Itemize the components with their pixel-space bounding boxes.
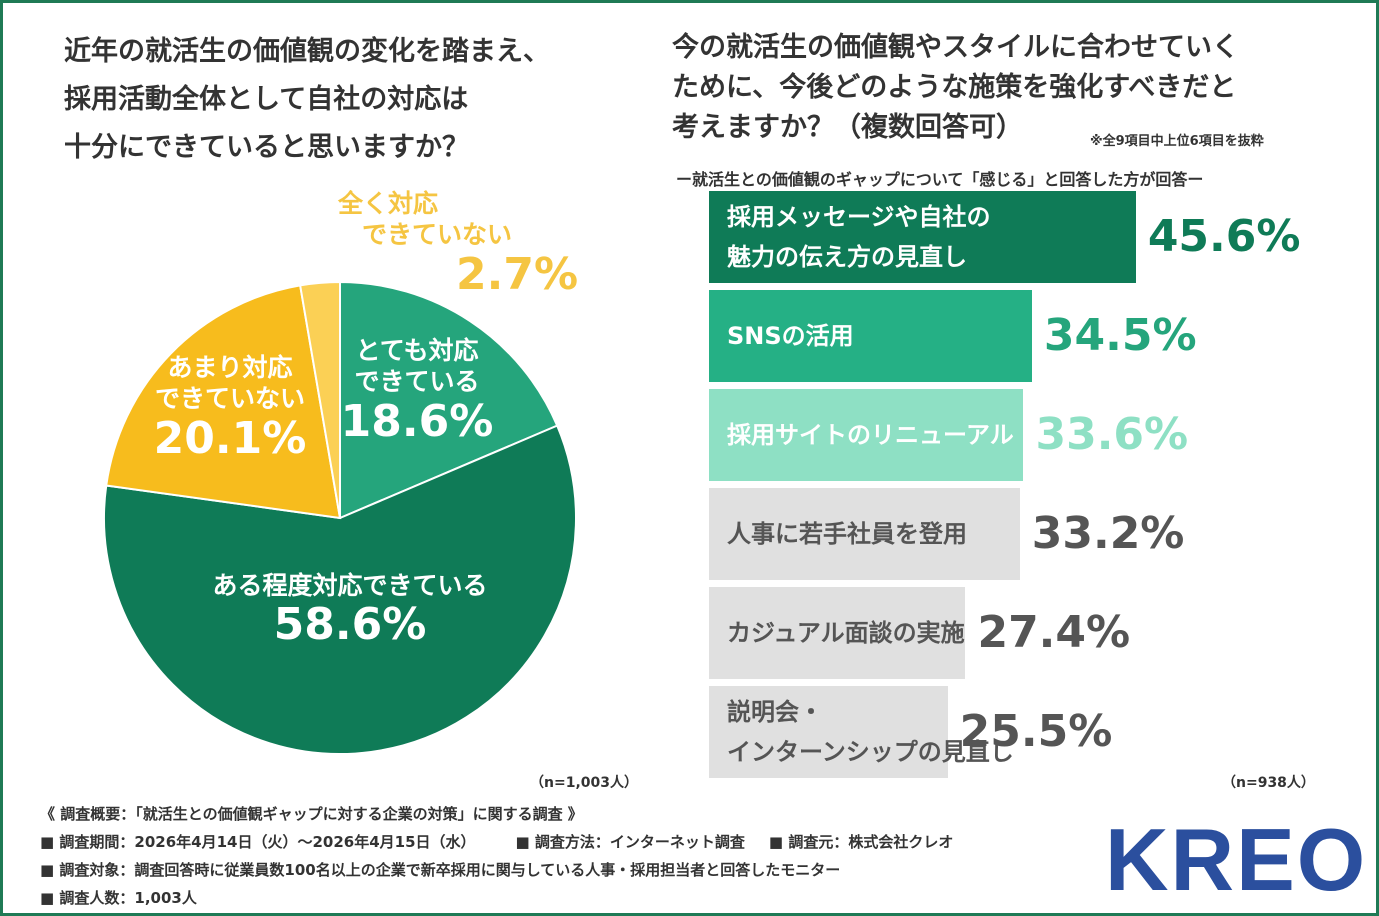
left-question-line: 採用活動全体として自社の対応は: [64, 84, 469, 115]
bar: 人事に若手社員を登用: [709, 488, 1020, 580]
bar-label: 説明会・インターンシップの見直し: [727, 692, 1014, 772]
pie-label: ある程度対応できている 58.6%: [170, 570, 530, 650]
pie-label-text: 全く対応: [338, 189, 439, 218]
bar-label-line: 魅力の伝え方の見直し: [727, 243, 967, 271]
right-question-line: 今の就活生の価値観やスタイルに合わせていく: [672, 32, 1239, 63]
summary-title: 《 調査概要：「就活生との価値観ギャップに対する企業の対策」に関する調査 》: [40, 805, 583, 823]
bar-label: SNSの活用: [727, 316, 854, 356]
pie-label-text: できていない: [154, 384, 305, 414]
pie-value-label: 58.6%: [273, 599, 427, 651]
bar-value-label: 33.6%: [1035, 409, 1189, 460]
bar-value-label: 34.5%: [1043, 310, 1197, 361]
bar: 採用メッセージや自社の 魅力の伝え方の見直し: [709, 191, 1136, 283]
bar: 採用サイトのリニューアル: [709, 389, 1024, 481]
pie-value-label: 2.7%: [456, 248, 579, 300]
summary-period: ■ 調査期間：2026年4月14日（火）〜2026年4月15日（水）: [40, 833, 476, 851]
pie-slice-very: [339, 280, 559, 520]
bar: 説明会・インターンシップの見直し: [709, 686, 1014, 778]
pie-slice-not-at-all: [299, 280, 341, 519]
bar-label-line: カジュアル面談の実施: [727, 619, 965, 647]
pie-label-text: とても対応: [355, 336, 479, 365]
right-question-line: ために、今後どのような施策を強化すべきだと: [672, 72, 1237, 103]
pie-slice-not-much: [105, 284, 342, 520]
pie-label-text: ある程度対応できている: [212, 571, 488, 600]
summary-method: ■ 調査方法：インターネット調査: [515, 833, 745, 851]
pie-label-text: できていない: [362, 220, 513, 250]
bar-label-line: 人事に若手社員を登用: [727, 520, 967, 548]
bar-label-line: インターンシップの見直し: [727, 738, 1014, 766]
bar-sample-size: （n=938人）: [1222, 775, 1315, 791]
bar-label: 採用メッセージや自社の 魅力の伝え方の見直し: [727, 197, 991, 277]
pie-label-text: できている: [354, 367, 480, 397]
bar: SNSの活用: [709, 290, 1032, 382]
right-question: 今の就活生の価値観やスタイルに合わせていく ために、今後どのような施策を強化すべ…: [672, 28, 1352, 148]
pie-chart: [103, 280, 577, 755]
left-question-line: 近年の就活生の価値観の変化を踏まえ、: [64, 36, 550, 67]
pie-label: あまり対応 できていない 20.1%: [130, 352, 330, 463]
summary-source: ■ 調査元：株式会社クレオ: [768, 833, 954, 851]
bar-label: 採用サイトのリニューアル: [727, 415, 1014, 455]
summary-row: ■ 調査期間：2026年4月14日（火）〜2026年4月15日（水） ■ 調査方法…: [40, 828, 953, 856]
summary-count: ■ 調査人数：1,003人: [40, 889, 197, 907]
right-question-line: 考えますか？（複数回答可）: [672, 112, 1023, 143]
bar-label-line: SNSの活用: [727, 322, 854, 350]
pie-value-label: 18.6%: [340, 395, 494, 447]
right-question-subtitle: ー就活生との価値観のギャップについて「感じる」と回答した方が回答ー: [676, 170, 1204, 189]
bar-value-label: 45.6%: [1147, 211, 1301, 262]
left-question-line: 十分にできていると思いますか？: [64, 132, 469, 163]
pie-label-text: あまり対応: [167, 353, 293, 382]
pie-value-label: 20.1%: [153, 412, 307, 464]
bar: カジュアル面談の実施: [709, 587, 966, 679]
bar-value-label: 25.5%: [959, 706, 1113, 757]
right-question-note: ※全9項目中上位6項目を抜粋: [1090, 134, 1264, 149]
left-question: 近年の就活生の価値観の変化を踏まえ、 採用活動全体として自社の対応は 十分にでき…: [64, 28, 624, 172]
pie-slice-somewhat: [103, 424, 577, 755]
summary-target: ■ 調査対象：調査回答時に従業員数100名以上の企業で新卒採用に関与している人事…: [40, 861, 841, 879]
bar-label-line: 採用メッセージや自社の: [727, 203, 991, 231]
survey-summary: 《 調査概要：「就活生との価値観ギャップに対する企業の対策」に関する調査 》 ■…: [40, 800, 953, 912]
pie-label: とても対応 できている 18.6%: [322, 335, 512, 446]
kreo-logo: KREO: [1105, 810, 1368, 909]
pie-label: 全く対応 できていない 2.7%: [338, 188, 579, 300]
bar-label-line: 説明会・: [727, 698, 823, 726]
bar-label-line: 採用サイトのリニューアル: [727, 421, 1014, 449]
bar-value-label: 33.2%: [1031, 508, 1185, 559]
pie-sample-size: （n=1,003人）: [530, 775, 638, 791]
bar-value-label: 27.4%: [977, 607, 1131, 658]
bar-label: カジュアル面談の実施: [727, 613, 965, 653]
bar-label: 人事に若手社員を登用: [727, 514, 967, 554]
